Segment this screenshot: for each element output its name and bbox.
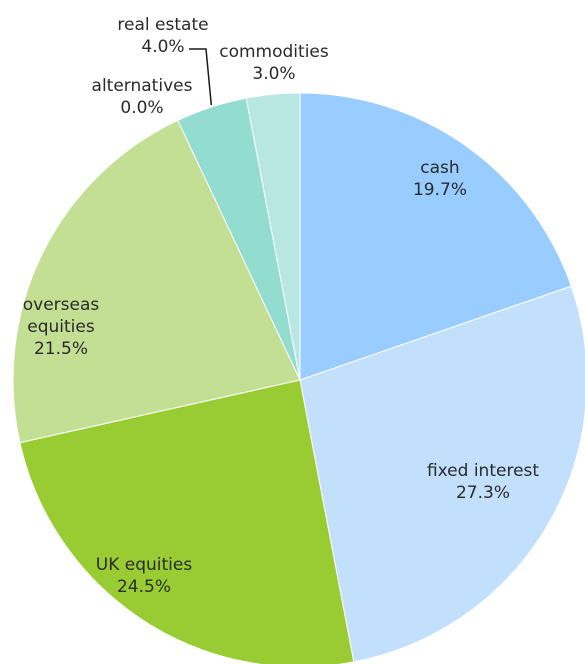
pie-slice-commodities xyxy=(245,92,301,381)
leader-line-real-estate xyxy=(189,48,213,106)
slice-label-overseas-equities-2: equities xyxy=(27,317,95,337)
slice-label-commodities: commodities xyxy=(219,42,329,62)
slice-label-uk-equities: UK equities xyxy=(96,555,193,575)
percent-label-uk-equities: 24.5% xyxy=(117,577,171,597)
percent-label-fixed-interest: 27.3% xyxy=(456,483,510,503)
percent-label-overseas-equities: 21.5% xyxy=(34,339,88,359)
percent-label-cash: 19.7% xyxy=(413,180,467,200)
pie-slice-overseas-equities xyxy=(12,119,301,444)
slice-label-overseas-equities-1: overseas xyxy=(23,295,100,315)
slice-label-alternatives: alternatives xyxy=(92,76,193,96)
slice-label-real-estate: real estate xyxy=(117,15,208,35)
pie-slice-fixed-interest xyxy=(299,285,585,663)
pie-slices xyxy=(12,92,585,664)
percent-label-alternatives: 0.0% xyxy=(120,98,163,118)
leader-lines xyxy=(189,48,213,106)
pie-slice-cash xyxy=(299,92,572,381)
percent-label-commodities: 3.0% xyxy=(252,64,295,84)
slice-label-cash: cash xyxy=(420,158,459,178)
percent-label-real-estate: 4.0% xyxy=(141,37,184,57)
pie-slice-uk-equities xyxy=(19,379,355,664)
slice-label-fixed-interest: fixed interest xyxy=(427,461,539,481)
